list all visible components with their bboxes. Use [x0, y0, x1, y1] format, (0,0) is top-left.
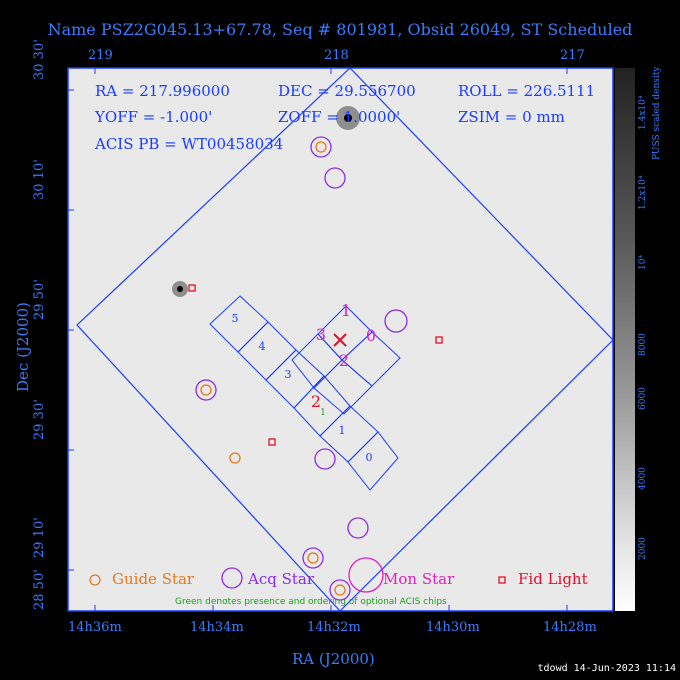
legend-fid-light: Fid Light — [518, 570, 588, 588]
chip-label: 3 — [285, 368, 292, 381]
info-zsim: ZSIM = 0 mm — [458, 108, 565, 126]
info-acis-pb: ACIS PB = WT00458034 — [95, 135, 284, 153]
bottom-tick: 14h30m — [426, 620, 480, 635]
top-tick: 217 — [560, 48, 585, 63]
info-roll: ROLL = 226.5111 — [458, 82, 596, 100]
page-title: Name PSZ2G045.13+67.78, Seq # 801981, Ob… — [47, 20, 633, 39]
chip-label: 5 — [232, 312, 239, 325]
legend-guide-star: Guide Star — [112, 570, 195, 588]
info-yoff: YOFF = -1.000' — [95, 108, 213, 126]
chip-label: 1 — [339, 424, 346, 437]
bottom-tick: 14h32m — [307, 620, 361, 635]
legend-acq-star: Acq Star — [248, 570, 315, 588]
info-dec: DEC = 29.556700 — [278, 82, 416, 100]
chip-label: 2 — [339, 351, 349, 370]
chip-label: 4 — [259, 340, 266, 353]
chip-label: 0 — [366, 326, 376, 345]
colorbar — [615, 68, 635, 611]
legend-note: Green denotes presence and ordering of o… — [175, 597, 447, 607]
optional-chip-label: 1 — [320, 408, 326, 418]
bottom-tick: 14h28m — [543, 620, 597, 635]
info-ra: RA = 217.996000 — [95, 82, 230, 100]
chip-label: 2 — [311, 392, 321, 411]
top-tick: 218 — [324, 48, 349, 63]
credit: tdowd 14-Jun-2023 11:14 — [537, 663, 676, 674]
legend-mon-star: Mon Star — [383, 570, 455, 588]
bottom-tick: 14h34m — [190, 620, 244, 635]
bottom-tick: 14h36m — [68, 620, 122, 635]
x-axis-label: RA (J2000) — [292, 650, 375, 668]
top-tick: 219 — [88, 48, 113, 63]
chip-label: 1 — [341, 301, 351, 320]
info-zoff: ZOFF = 1.0000' — [278, 108, 401, 126]
chip-label: 3 — [316, 325, 326, 344]
chip-label: 0 — [366, 451, 373, 464]
aimpoint-marker — [333, 333, 347, 347]
